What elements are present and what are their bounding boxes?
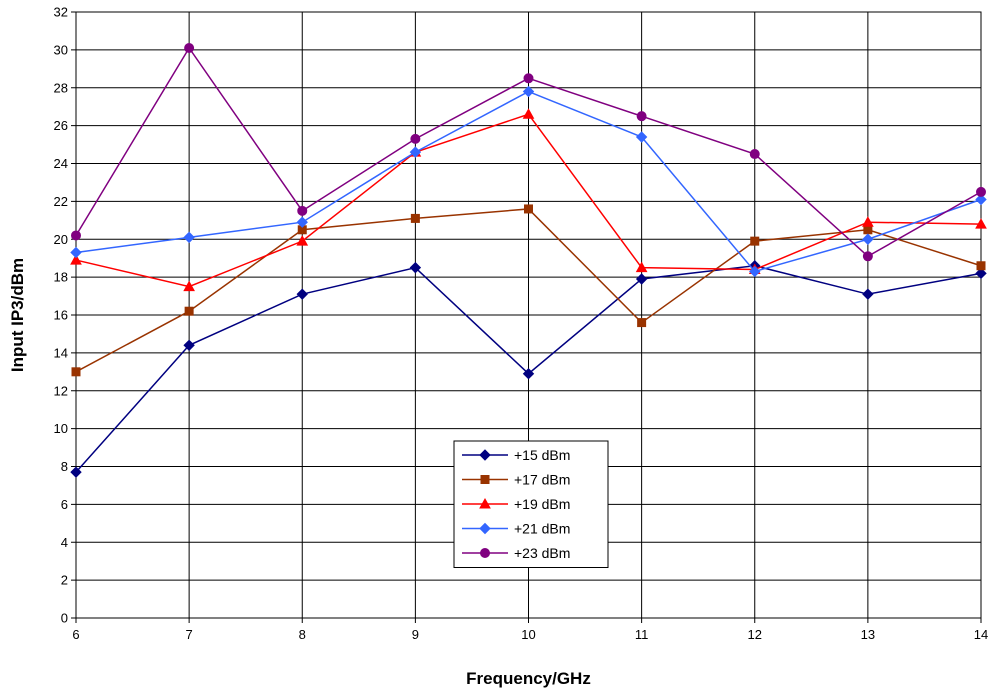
y-tick-label: 32 (54, 5, 68, 20)
series-4 (71, 42, 986, 262)
data-point (410, 213, 420, 223)
legend-item: +21 dBm (462, 521, 570, 537)
y-tick-label: 20 (54, 232, 68, 247)
data-point (70, 466, 82, 478)
y-tick-label: 8 (61, 459, 68, 474)
legend-item: +15 dBm (462, 447, 570, 463)
data-point (862, 288, 874, 300)
data-point (183, 280, 195, 292)
data-point (750, 236, 760, 246)
y-tick-label: 6 (61, 497, 68, 512)
legend-item: +23 dBm (462, 545, 570, 561)
data-point (71, 230, 81, 241)
y-tick-label: 28 (54, 80, 68, 95)
data-point (975, 267, 987, 280)
data-point (635, 131, 648, 143)
data-point (296, 235, 309, 246)
series-1 (71, 204, 986, 377)
x-tick-label: 11 (635, 627, 649, 642)
data-point (70, 254, 82, 265)
data-point (70, 246, 82, 259)
data-point (862, 233, 874, 245)
data-point (522, 367, 535, 380)
data-point (976, 186, 986, 197)
legend-label: +17 dBm (514, 472, 570, 488)
legend-marker (479, 449, 491, 461)
data-point (975, 193, 987, 206)
y-tick-label: 22 (54, 194, 68, 209)
legend-label: +21 dBm (514, 521, 570, 537)
y-tick-label: 26 (54, 118, 68, 133)
y-tick-label: 24 (54, 156, 68, 171)
legend-item: +19 dBm (462, 496, 570, 512)
series-0 (70, 260, 987, 478)
data-point (524, 204, 533, 214)
data-point (523, 73, 534, 84)
data-point (409, 261, 422, 274)
data-point (975, 218, 987, 229)
data-point (183, 339, 195, 352)
x-tick-label: 9 (412, 627, 419, 642)
data-point (637, 318, 647, 328)
data-point (522, 108, 535, 119)
data-point (862, 251, 873, 262)
legend: +15 dBm +17 dBm +19 dBm +21 dBm +23 dBm (453, 440, 609, 568)
legend-label: +19 dBm (514, 496, 570, 512)
series-3 (70, 85, 987, 278)
x-tick-label: 10 (521, 627, 535, 642)
data-point (296, 288, 308, 300)
legend-marker (480, 475, 490, 484)
legend-label: +23 dBm (514, 545, 570, 561)
data-point (184, 42, 195, 53)
legend-marker (480, 548, 490, 558)
data-point (749, 265, 761, 278)
y-axis-label: Input IP3/dBm (8, 258, 27, 372)
y-tick-label: 14 (54, 345, 68, 360)
x-axis-label: Frequency/GHz (466, 669, 591, 688)
legend-marker (479, 522, 491, 535)
series-group (70, 42, 987, 478)
x-tick-label: 13 (861, 627, 875, 642)
data-point (297, 205, 308, 216)
data-point (863, 225, 873, 235)
data-point (862, 216, 874, 227)
data-point (522, 85, 535, 98)
data-point (410, 133, 421, 144)
y-tick-label: 18 (54, 270, 68, 285)
y-tick-label: 30 (54, 42, 68, 57)
x-tick-label: 6 (72, 627, 79, 642)
x-axis-ticks: 6 7 8 9 10 11 12 13 14 (72, 618, 988, 642)
x-tick-label: 14 (974, 627, 988, 642)
y-tick-label: 12 (54, 383, 68, 398)
y-tick-label: 10 (54, 421, 68, 436)
data-point (184, 306, 194, 316)
data-point (409, 146, 422, 158)
legend-marker (479, 497, 491, 509)
legend-item: +17 dBm (462, 472, 570, 488)
data-point (635, 273, 648, 285)
data-point (636, 111, 647, 122)
data-point (296, 216, 308, 228)
data-point (635, 261, 648, 273)
x-tick-label: 8 (299, 627, 306, 642)
legend-label: +15 dBm (514, 447, 570, 463)
y-tick-label: 16 (54, 308, 68, 323)
y-tick-label: 4 (61, 535, 68, 550)
y-tick-label: 2 (61, 573, 68, 588)
x-tick-label: 12 (748, 627, 762, 642)
data-point (749, 149, 760, 160)
y-tick-label: 0 (61, 611, 68, 626)
data-point (71, 367, 81, 377)
data-point (183, 231, 195, 244)
x-tick-label: 7 (186, 627, 193, 642)
data-point (976, 261, 986, 271)
